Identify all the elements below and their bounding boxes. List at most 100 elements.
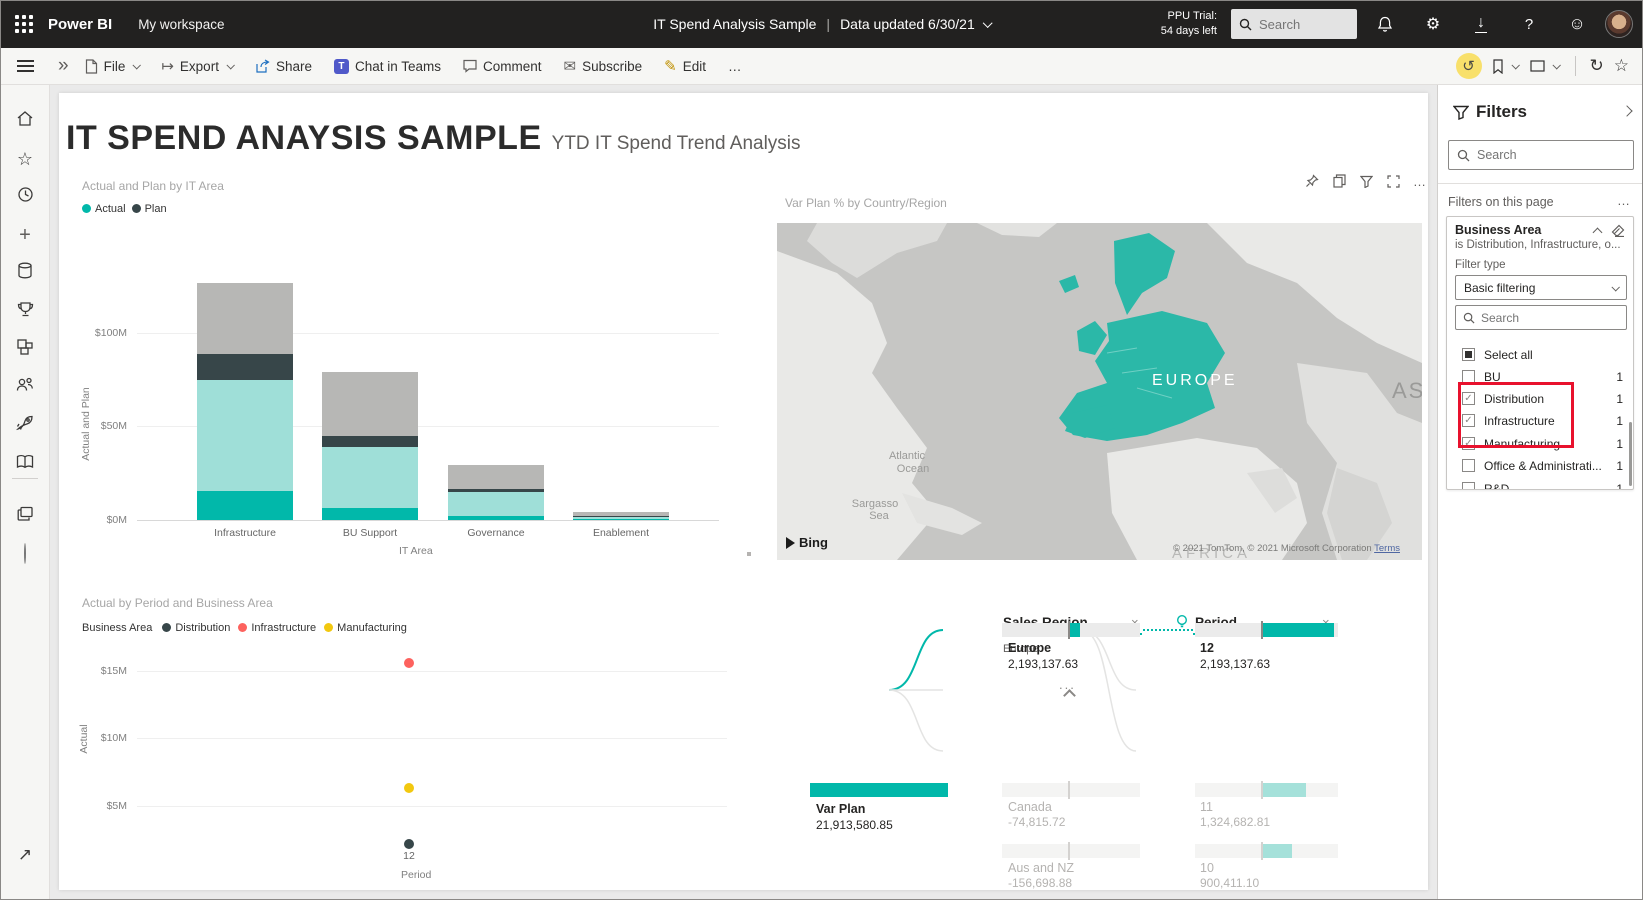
legend-item[interactable]: Distribution xyxy=(162,622,230,634)
rail-item-my-workspace-avatar[interactable] xyxy=(0,537,50,571)
clear-filter-icon[interactable] xyxy=(1611,224,1625,242)
scatter-point-distribution[interactable] xyxy=(404,838,414,849)
bar-segment-enablement[interactable] xyxy=(573,511,669,516)
bar-segment-bu-support[interactable] xyxy=(322,436,418,448)
bar-segment-bu-support[interactable] xyxy=(322,372,418,437)
legend-item[interactable]: Manufacturing xyxy=(324,622,407,634)
file-menu[interactable]: File xyxy=(85,59,142,74)
bar-segment-governance[interactable] xyxy=(448,465,544,489)
subscribe-button[interactable]: ✉ Subscribe xyxy=(563,58,643,75)
rail-item-shared-with-me[interactable] xyxy=(0,370,50,404)
bar-segment-governance[interactable] xyxy=(448,488,544,492)
favorite-button[interactable]: ☆ xyxy=(1613,56,1629,75)
visual-more-options-button[interactable]: … xyxy=(1411,173,1429,189)
focus-mode-button[interactable] xyxy=(1384,173,1402,189)
rail-item-favorites[interactable]: ☆ xyxy=(0,142,50,176)
rail-item-datasets[interactable] xyxy=(0,256,50,290)
export-menu[interactable]: ↦ Export xyxy=(161,57,235,75)
scatter-point-infrastructure[interactable] xyxy=(404,657,414,668)
remove-field-button[interactable]: × xyxy=(1131,615,1139,630)
tree-node-bar-12[interactable] xyxy=(1195,621,1338,639)
tree-node-label[interactable]: Aus and NZ xyxy=(1008,861,1075,875)
terms-link[interactable]: Terms xyxy=(1374,543,1400,554)
reset-to-default-button[interactable]: ↺ xyxy=(1455,53,1482,79)
tree-node-bar-varplan[interactable] xyxy=(810,783,948,797)
powerbi-logo[interactable]: Power BI xyxy=(48,15,113,33)
unchecked-checkbox[interactable] xyxy=(1462,370,1475,383)
rail-item-workspaces[interactable] xyxy=(0,499,50,533)
chevron-down-icon[interactable] xyxy=(982,17,993,28)
bar-segment-bu-support[interactable] xyxy=(322,508,418,520)
collapse-pane-icon[interactable] xyxy=(1621,105,1633,117)
notifications-button[interactable] xyxy=(1365,0,1405,48)
remove-field-button[interactable]: × xyxy=(1322,615,1330,630)
tree-node-bar-10[interactable] xyxy=(1195,842,1338,860)
scrollbar[interactable] xyxy=(1629,422,1632,486)
breadcrumb-workspace[interactable]: My workspace xyxy=(138,16,225,32)
visual-corner-handle[interactable] xyxy=(747,552,751,556)
bar-segment-bu-support[interactable] xyxy=(322,447,418,509)
tree-node-bar-europe[interactable] xyxy=(1002,621,1140,639)
filter-value-office-administrati-[interactable]: Office & Administrati... 1 xyxy=(1455,455,1627,476)
checked-checkbox[interactable]: ✓ xyxy=(1462,414,1475,427)
collapse-card-icon[interactable] xyxy=(1592,227,1603,238)
data-updated-label[interactable]: Data updated 6/30/21 xyxy=(840,16,975,32)
rail-item-home[interactable] xyxy=(0,104,50,138)
comment-button[interactable]: Comment xyxy=(463,59,542,74)
tree-node-label[interactable]: 10 xyxy=(1200,861,1214,875)
filter-field-name[interactable]: Business Area xyxy=(1455,223,1542,237)
indeterminate-checkbox[interactable] xyxy=(1462,348,1475,361)
tree-node-label[interactable]: 12 xyxy=(1200,641,1214,655)
chat-in-teams-button[interactable]: T Chat in Teams xyxy=(333,58,441,74)
bar-segment-infrastructure[interactable] xyxy=(197,283,293,354)
tree-node-bar-ausnz[interactable] xyxy=(1002,842,1140,860)
rail-item-recent[interactable] xyxy=(0,180,50,214)
rail-item-learn[interactable] xyxy=(0,447,50,481)
search-input[interactable] xyxy=(1259,16,1339,32)
filter-value-r-d[interactable]: R&D 1 xyxy=(1455,478,1627,489)
view-menu[interactable] xyxy=(1529,60,1561,72)
map-canvas[interactable]: Atlantic Ocean Sargasso Sea EUROPE AS AF… xyxy=(777,223,1422,560)
tree-node-label[interactable]: Europe xyxy=(1008,641,1052,655)
rail-item-deployment-pipelines[interactable] xyxy=(0,408,50,442)
scatter-point-manufacturing[interactable] xyxy=(404,783,414,794)
filters-search[interactable] xyxy=(1448,140,1634,170)
tree-node-label[interactable]: Var Plan xyxy=(816,802,866,816)
filter-values-search-input[interactable] xyxy=(1481,310,1601,325)
legend-item[interactable]: Actual xyxy=(82,203,126,215)
bar-segment-governance[interactable] xyxy=(448,516,544,520)
bar-segment-enablement[interactable] xyxy=(573,519,669,520)
bar-segment-infrastructure[interactable] xyxy=(197,379,293,492)
legend-item[interactable]: Plan xyxy=(131,203,167,215)
copy-visual-button[interactable] xyxy=(1330,173,1348,189)
bar-segment-infrastructure[interactable] xyxy=(197,491,293,520)
filter-type-dropdown[interactable]: Basic filtering xyxy=(1455,275,1627,300)
tree-node-bar-canada[interactable] xyxy=(1002,781,1140,799)
account-avatar[interactable] xyxy=(1605,10,1633,38)
bar-segment-enablement[interactable] xyxy=(573,516,669,520)
rail-item-goals[interactable] xyxy=(0,294,50,328)
bar-segment-governance[interactable] xyxy=(448,491,544,517)
visual-filters-button[interactable] xyxy=(1357,173,1375,189)
settings-button[interactable]: ⚙ xyxy=(1413,0,1453,48)
rail-item-create[interactable]: + xyxy=(0,218,50,252)
help-button[interactable]: ? xyxy=(1509,0,1549,48)
filter-value-manufacturing[interactable]: ✓ Manufacturing 1 xyxy=(1455,433,1627,454)
filter-value-bu[interactable]: BU 1 xyxy=(1455,366,1627,387)
global-search[interactable] xyxy=(1231,9,1357,39)
bar-segment-infrastructure[interactable] xyxy=(197,353,293,380)
rail-item-expand-navigation[interactable]: ↗ xyxy=(0,838,50,872)
hamburger-menu-button[interactable] xyxy=(0,65,50,67)
bookmarks-button[interactable] xyxy=(1492,58,1520,74)
more-options-button[interactable]: … xyxy=(728,59,742,74)
pin-visual-button[interactable] xyxy=(1303,173,1321,189)
feedback-button[interactable]: ☺ xyxy=(1557,0,1597,48)
filter-value-infrastructure[interactable]: ✓ Infrastructure 1 xyxy=(1455,410,1627,431)
unchecked-checkbox[interactable] xyxy=(1462,459,1475,472)
tree-node-bar-11[interactable] xyxy=(1195,781,1338,799)
checked-checkbox[interactable]: ✓ xyxy=(1462,392,1475,405)
filter-value-distribution[interactable]: ✓ Distribution 1 xyxy=(1455,388,1627,409)
tree-node-label[interactable]: Canada xyxy=(1008,800,1052,814)
legend-item[interactable]: Infrastructure xyxy=(238,622,316,634)
unchecked-checkbox[interactable] xyxy=(1462,482,1475,489)
